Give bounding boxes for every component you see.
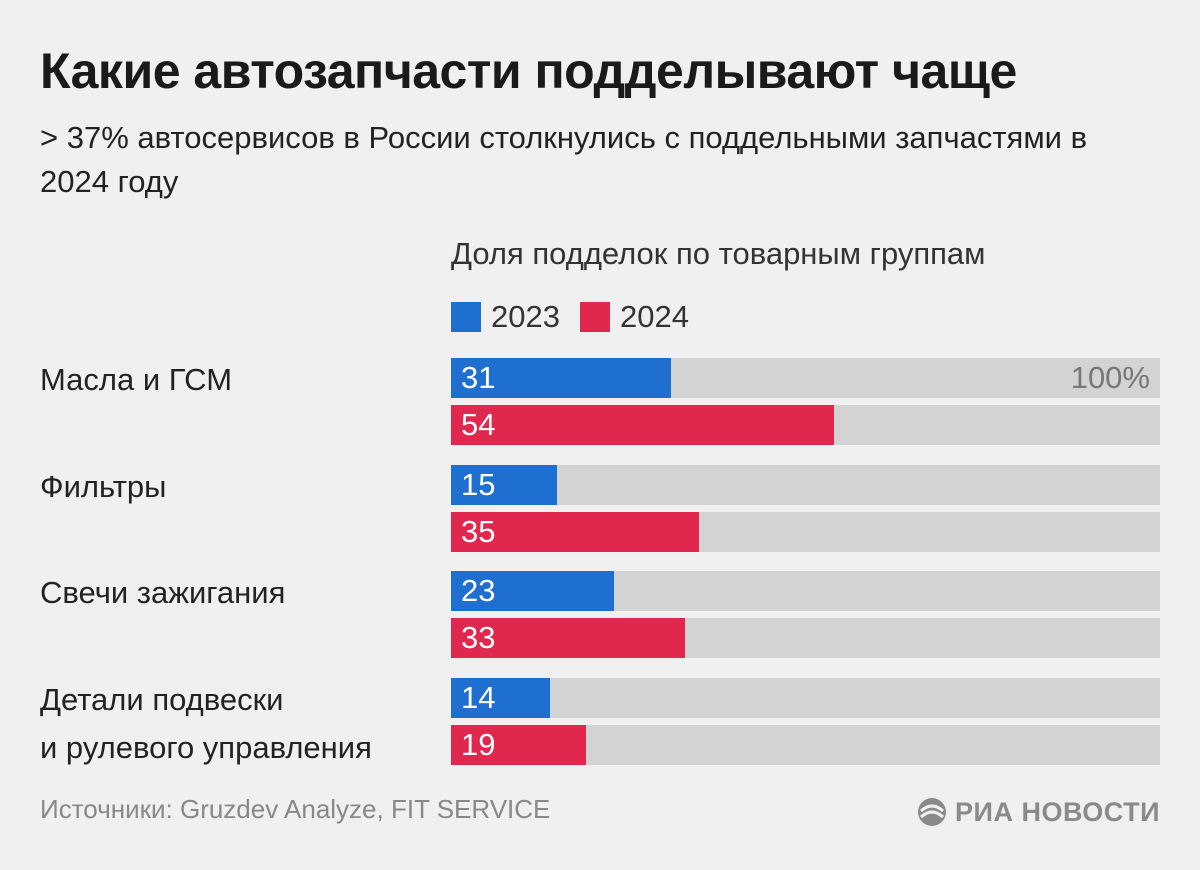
brand-logo: РИА НОВОСТИ: [917, 794, 1160, 830]
chart-subtitle: > 37% автосервисов в России столкнулись …: [40, 120, 1088, 199]
bar-value-label: 33: [461, 620, 496, 655]
category-label: Свечи зажигания: [40, 575, 286, 610]
bar-2024: [451, 405, 834, 445]
bar-2024: [451, 511, 700, 552]
legend-item-2024: 2024: [579, 299, 689, 335]
chart-title-main: Какие автозапчасти подделывают чаще: [40, 43, 1017, 99]
bar-value-label: 35: [461, 513, 496, 549]
bar-2023: [451, 358, 671, 398]
max-scale-label: 100%: [1070, 360, 1150, 395]
bar-2023: [451, 571, 615, 611]
legend-label-2024: 2024: [619, 299, 689, 334]
bar-2023: [451, 464, 558, 505]
brand-name: РИА НОВОСТИ: [955, 796, 1160, 827]
bar-value-label: 23: [461, 573, 496, 608]
legend-label-2023: 2023: [491, 299, 560, 334]
category-label: Детали подвески и рулевого управления: [40, 681, 372, 765]
bar-value-label: 14: [461, 679, 496, 715]
category-label: Фильтры: [40, 468, 167, 504]
bar-value-label: 19: [461, 726, 496, 762]
chart-axis-title: Доля подделок по товарным группам: [451, 236, 986, 271]
bar-2024: [451, 618, 685, 658]
bar-value-label: 31: [461, 360, 496, 395]
source-note: Источники: Gruzdev Analyze, FIT SERVICE: [40, 794, 551, 824]
category-label: Масла и ГСМ: [40, 362, 233, 397]
bar-2024: [451, 724, 586, 765]
legend: 2023 2024: [451, 298, 709, 336]
legend-swatch-2024: [579, 302, 610, 332]
bar-value-label: 54: [461, 407, 496, 442]
ria-logo-icon: [918, 798, 947, 826]
bar-value-label: 15: [461, 466, 496, 502]
bar-2023: [451, 677, 551, 718]
bar-track: [451, 464, 1160, 505]
bar-track: [451, 677, 1160, 718]
legend-swatch-2023: [451, 302, 481, 332]
legend-item-2023: 2023: [451, 299, 560, 335]
